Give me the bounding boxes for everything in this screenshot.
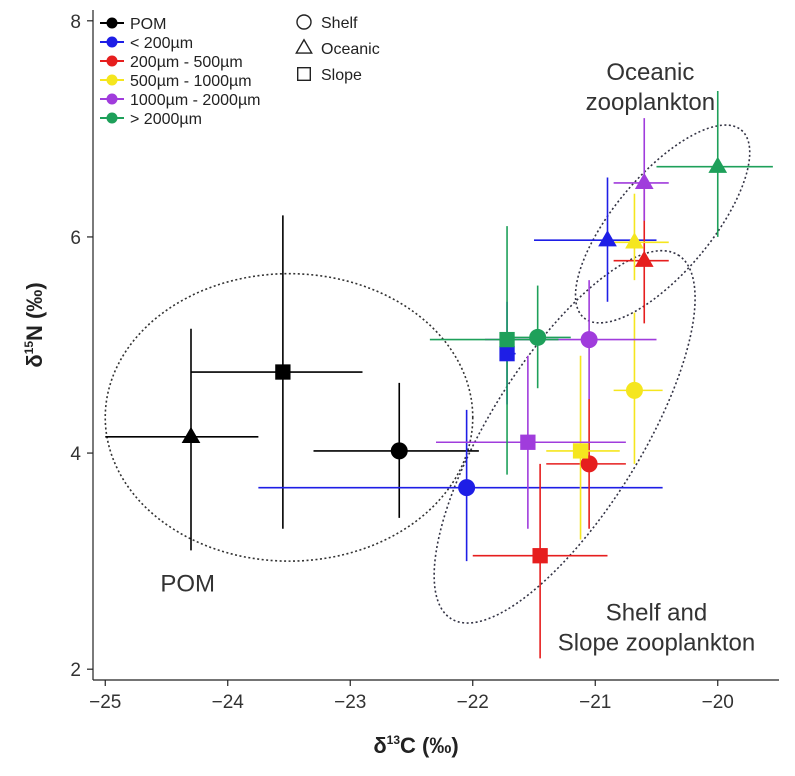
x-tick-label: −25 bbox=[89, 692, 121, 713]
legend-shape-label: Oceanic bbox=[321, 41, 380, 58]
data-point-circle bbox=[625, 381, 643, 399]
legend-shape-triangle bbox=[295, 38, 313, 54]
x-tick-label: −21 bbox=[579, 692, 611, 713]
legend-label: 1000µm - 2000µm bbox=[130, 92, 261, 109]
x-tick-label: −23 bbox=[334, 692, 366, 713]
data-point-circle bbox=[580, 331, 598, 349]
data-point-square bbox=[275, 364, 291, 380]
data-point-triangle bbox=[598, 230, 617, 247]
legend-swatch-dot bbox=[106, 74, 118, 86]
legend-label: 500µm - 1000µm bbox=[130, 73, 252, 90]
x-axis-title-base: δ bbox=[373, 733, 386, 758]
x-axis-title: δ13C (‰) bbox=[373, 733, 458, 758]
annotation-text: POM bbox=[160, 570, 215, 597]
legend-label: POM bbox=[130, 16, 166, 33]
x-tick-label: −20 bbox=[702, 692, 734, 713]
data-point-triangle bbox=[625, 232, 644, 249]
x-axis-title-rest: C (‰) bbox=[400, 733, 459, 758]
data-point-square bbox=[572, 443, 589, 459]
legend-swatch-dot bbox=[106, 55, 118, 67]
legend-shape-square bbox=[297, 66, 312, 81]
annotation-text: Shelf and bbox=[606, 600, 707, 627]
ellipse-3 bbox=[574, 124, 751, 324]
annotation-text: zooplankton bbox=[586, 89, 715, 116]
y-axis-title-base: δ bbox=[22, 354, 47, 367]
data-point-square bbox=[532, 548, 548, 564]
y-axis-title-rest: N (‰) bbox=[22, 282, 47, 341]
data-point-circle bbox=[580, 455, 598, 473]
y-tick-label: 4 bbox=[70, 444, 81, 465]
data-point-square bbox=[499, 345, 515, 362]
y-tick-label: 8 bbox=[70, 12, 81, 33]
legend-label: > 2000µm bbox=[130, 111, 202, 128]
ellipse-2 bbox=[433, 249, 696, 624]
ellipse-1 bbox=[104, 272, 474, 562]
legend-label: < 200µm bbox=[130, 35, 193, 52]
legend-label: 200µm - 500µm bbox=[130, 54, 243, 71]
data-point-triangle bbox=[708, 156, 728, 173]
x-tick-label: −24 bbox=[212, 692, 245, 713]
legend-shape-label: Slope bbox=[321, 67, 362, 84]
points-layer bbox=[181, 156, 728, 564]
y-axis-title-sup: 15 bbox=[22, 341, 36, 355]
data-point-square bbox=[499, 331, 515, 348]
y-axis-title: δ15N (‰) bbox=[22, 282, 47, 367]
data-point-circle bbox=[390, 442, 408, 460]
y-tick-label: 6 bbox=[70, 228, 81, 249]
data-point-circle bbox=[529, 328, 547, 346]
data-point-circle bbox=[458, 479, 476, 497]
data-point-square bbox=[520, 434, 536, 450]
legend-swatch-dot bbox=[106, 112, 118, 124]
annotations-layer: POM Oceanic zooplankton Shelf and Slope zoop… bbox=[160, 59, 755, 656]
legend-swatch-dot bbox=[106, 36, 118, 48]
y-tick-label: 2 bbox=[70, 660, 81, 681]
data-point-triangle bbox=[634, 250, 654, 267]
x-axis-title-sup: 13 bbox=[387, 733, 401, 747]
legend-swatch-dot bbox=[106, 93, 118, 105]
legend-shape-label: Shelf bbox=[321, 15, 358, 32]
legend-shape-circle bbox=[296, 14, 312, 30]
x-tick-label: −22 bbox=[457, 692, 489, 713]
data-point-triangle bbox=[181, 426, 201, 443]
legend-swatch-dot bbox=[106, 17, 118, 29]
ellipses-layer bbox=[104, 124, 751, 624]
legend: POM < 200µm 200µm - 500µm 500µm - 1000µm 100… bbox=[100, 14, 380, 128]
annotation-text: Oceanic bbox=[606, 59, 694, 86]
data-point-triangle bbox=[634, 172, 654, 190]
annotation-text: Slope zooplankton bbox=[558, 630, 755, 657]
